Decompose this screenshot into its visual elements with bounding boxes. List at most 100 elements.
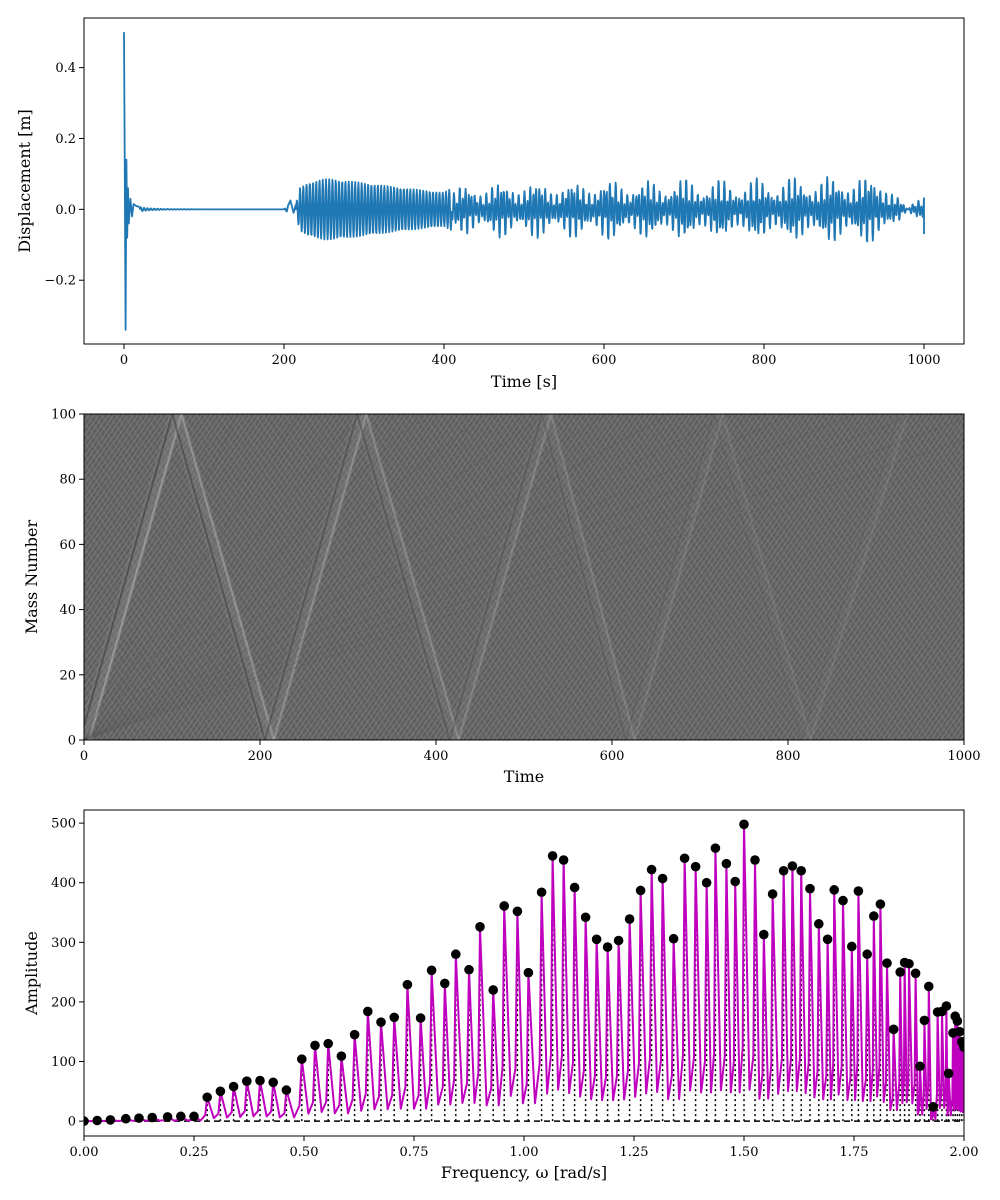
- spectrum-peak-marker: [176, 1111, 186, 1122]
- spectrum-peak-marker: [242, 1076, 252, 1086]
- wavefront-band: [84, 414, 184, 740]
- wavefront-band: [446, 414, 553, 740]
- spectrum-peak-marker: [415, 1013, 426, 1023]
- wavefront-band: [262, 414, 368, 740]
- spectrum-peak-marker: [657, 873, 668, 884]
- spectrum-peak-marker: [928, 1101, 938, 1112]
- wavefront-dark-edge: [541, 414, 627, 740]
- spectrum-y-axis-label: Amplitude: [22, 931, 41, 1016]
- spectrum-x-axis-label: Frequency, ω [rad/s]: [441, 1163, 607, 1182]
- p1-x-tick-label: 0: [120, 353, 128, 368]
- spectrum-peak-marker: [134, 1113, 144, 1123]
- spectrum-peak-marker: [941, 1001, 952, 1011]
- spectrum-peak-marker: [862, 949, 872, 960]
- p2-y-tick-label: 100: [51, 408, 76, 423]
- dispersion-ray: [84, 418, 964, 740]
- wavefront-dark-edge: [356, 414, 451, 740]
- p3-y-tick-label: 400: [51, 876, 76, 891]
- spectrum-peak-marker: [121, 1113, 131, 1124]
- spectrum-peak-marker: [954, 1026, 964, 1037]
- spectrum-peak-marker: [624, 914, 635, 924]
- p2-x-tick-label: 800: [776, 749, 801, 764]
- heatmap-x-ticks: 0 200 400 600 800 1000: [80, 740, 981, 764]
- p2-x-tick-label: 600: [600, 749, 625, 764]
- displacement-plot-frame: [83, 17, 965, 345]
- spectrum-peak-marker: [943, 1068, 954, 1079]
- spectrum-peak-marker: [451, 949, 461, 960]
- spectrum-peak-marker: [805, 883, 815, 894]
- spectrum-peak-marker: [635, 885, 646, 896]
- wavefront-band: [539, 414, 637, 740]
- dispersion-ray: [84, 414, 608, 740]
- spectrum-peak-marker: [919, 1015, 930, 1026]
- spectrum-peak-marker: [336, 1051, 347, 1061]
- spectrum-peak-marker: [822, 934, 833, 945]
- p1-x-tick-label: 800: [752, 353, 777, 368]
- wavefront-dark-edge: [800, 414, 900, 740]
- spectrum-peak-marker: [910, 968, 921, 979]
- spectrum-peak-marker: [558, 855, 569, 865]
- p3-y-tick-label: 200: [51, 995, 76, 1010]
- spectrum-peak-marker: [787, 861, 798, 871]
- spectrum-peak-marker: [767, 889, 778, 899]
- p2-y-tick-label: 40: [59, 603, 76, 618]
- heatmap-plot-frame: [83, 413, 965, 741]
- heatmap-wavefronts: [84, 414, 964, 740]
- spectrum-peak-marker: [829, 885, 839, 895]
- spectrum-peak-marker: [536, 887, 547, 898]
- p2-y-tick-label: 60: [59, 538, 76, 553]
- spectrum-peak-marker: [547, 851, 558, 861]
- spectrum-peak-marker: [613, 935, 624, 946]
- spectrum-peak-marker: [475, 922, 485, 932]
- spectrum-chart: 0.00 0.25 0.50 0.75 1.00 1.25 1.50 1.75 2.00 0 10…: [22, 809, 978, 1182]
- spectrum-peak-marker: [679, 853, 690, 864]
- spectrum-peak-marker: [363, 1006, 373, 1017]
- displacement-series: [123, 32, 925, 331]
- wavefront-dark-edge: [624, 414, 715, 740]
- spectrum-peak-marker: [701, 877, 712, 888]
- dispersion-ray: [84, 414, 916, 740]
- spectrum-peak-marker: [602, 942, 613, 952]
- wavefront-light-edge: [457, 414, 552, 740]
- wavefront-dark-edge: [171, 414, 266, 740]
- wavefront-band: [169, 414, 276, 740]
- spectrum-peak-marker: [739, 819, 749, 830]
- heatmap-field-overlay: [84, 414, 964, 740]
- spectrum-peak-marker: [750, 855, 760, 865]
- wavefront-light-edge: [721, 414, 812, 740]
- dispersion-ray: [84, 414, 485, 740]
- spectrum-peak-marker: [915, 1061, 925, 1072]
- wavefront-band: [354, 414, 461, 740]
- spectrum-peak-marker: [904, 958, 914, 969]
- p1-x-tick-label: 200: [272, 353, 297, 368]
- spectrum-peak-marker: [838, 895, 848, 906]
- spectrum-peak-marker: [162, 1112, 173, 1122]
- wavefront-dark-edge: [712, 414, 803, 740]
- spectrum-peak-marker: [464, 964, 474, 975]
- p3-y-tick-label: 300: [51, 936, 76, 951]
- p3-x-tick-label: 0.50: [290, 1145, 319, 1160]
- spectrum-peak-marker: [512, 906, 523, 917]
- wavefront-light-edge: [180, 414, 275, 740]
- dispersion-ray: [84, 414, 301, 740]
- p3-x-tick-label: 0.25: [180, 1145, 209, 1160]
- spectrum-peak-marker: [523, 967, 534, 978]
- heatmap-y-axis-label: Mass Number: [22, 520, 41, 635]
- displacement-x-ticks: 0 200 400 600 800 1000: [120, 344, 941, 368]
- spectrum-peak-marker: [281, 1085, 292, 1095]
- wavefront-band: [622, 414, 725, 740]
- spectrum-peak-marker: [952, 1016, 963, 1026]
- p1-x-tick-label: 600: [592, 353, 617, 368]
- dispersion-ray: [84, 414, 362, 740]
- spectrum-peak-marker: [895, 967, 905, 977]
- spectrum-peak-marker: [778, 865, 789, 876]
- spectrum-peak-marker: [255, 1075, 265, 1086]
- p3-x-tick-label: 0.00: [70, 1145, 99, 1160]
- p3-x-tick-label: 1.50: [730, 1145, 759, 1160]
- dispersion-ray: [84, 439, 964, 740]
- spectrum-peak-marker: [796, 865, 806, 876]
- wavefront-light-edge: [633, 414, 724, 740]
- spectrum-peak-marker: [668, 933, 679, 944]
- spectrum-peak-marker: [499, 901, 510, 911]
